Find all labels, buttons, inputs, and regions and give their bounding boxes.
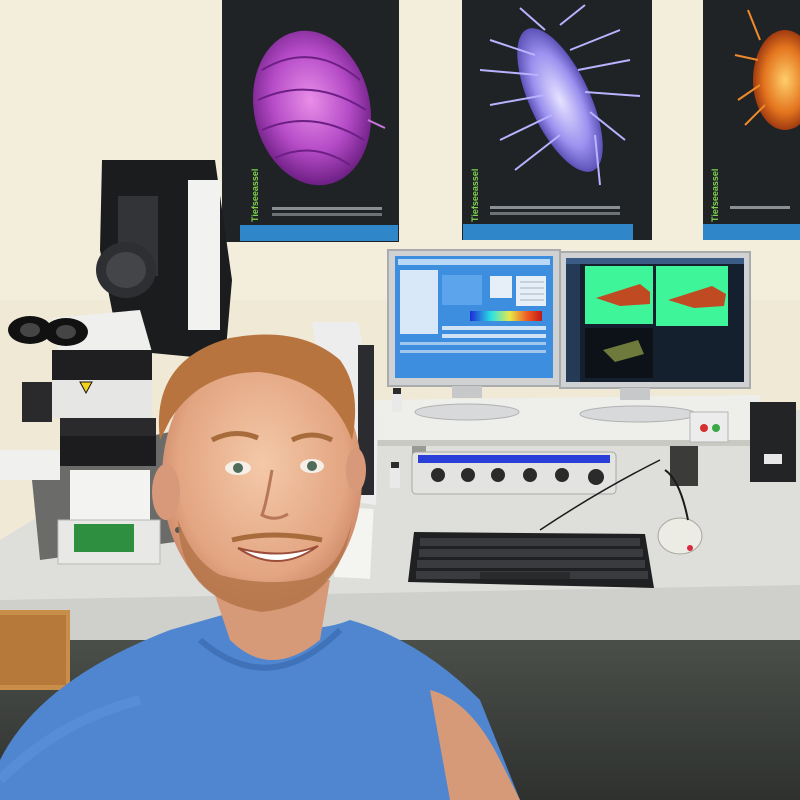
isopod-image-1 xyxy=(252,30,386,186)
poster-2: Tiefseeassel xyxy=(462,0,652,240)
bottle-2 xyxy=(390,462,400,488)
bottle-1 xyxy=(392,388,402,412)
mouse-icon[interactable] xyxy=(657,469,703,555)
monitor-left xyxy=(387,249,561,421)
microscope-icon xyxy=(0,160,232,565)
shelf-device xyxy=(689,411,729,443)
poster-title-1: Tiefseeassel xyxy=(250,169,260,222)
speaker-icon xyxy=(750,402,796,482)
poster-title-2: Tiefseeassel xyxy=(470,169,480,222)
keyboard-icon[interactable] xyxy=(408,532,654,588)
beard xyxy=(178,520,352,612)
poster-3: Tiefseeassel xyxy=(703,0,800,240)
poster-title-3: Tiefseeassel xyxy=(710,169,720,222)
monitor-right xyxy=(559,251,751,423)
isopod-image-3 xyxy=(734,9,800,130)
face xyxy=(162,346,362,610)
hair xyxy=(158,334,356,440)
shirt xyxy=(0,610,520,800)
poster-1: Tiefseeassel xyxy=(222,0,399,242)
isopod-image-2 xyxy=(479,4,641,186)
person xyxy=(0,334,520,800)
controller-icon[interactable] xyxy=(411,451,617,495)
